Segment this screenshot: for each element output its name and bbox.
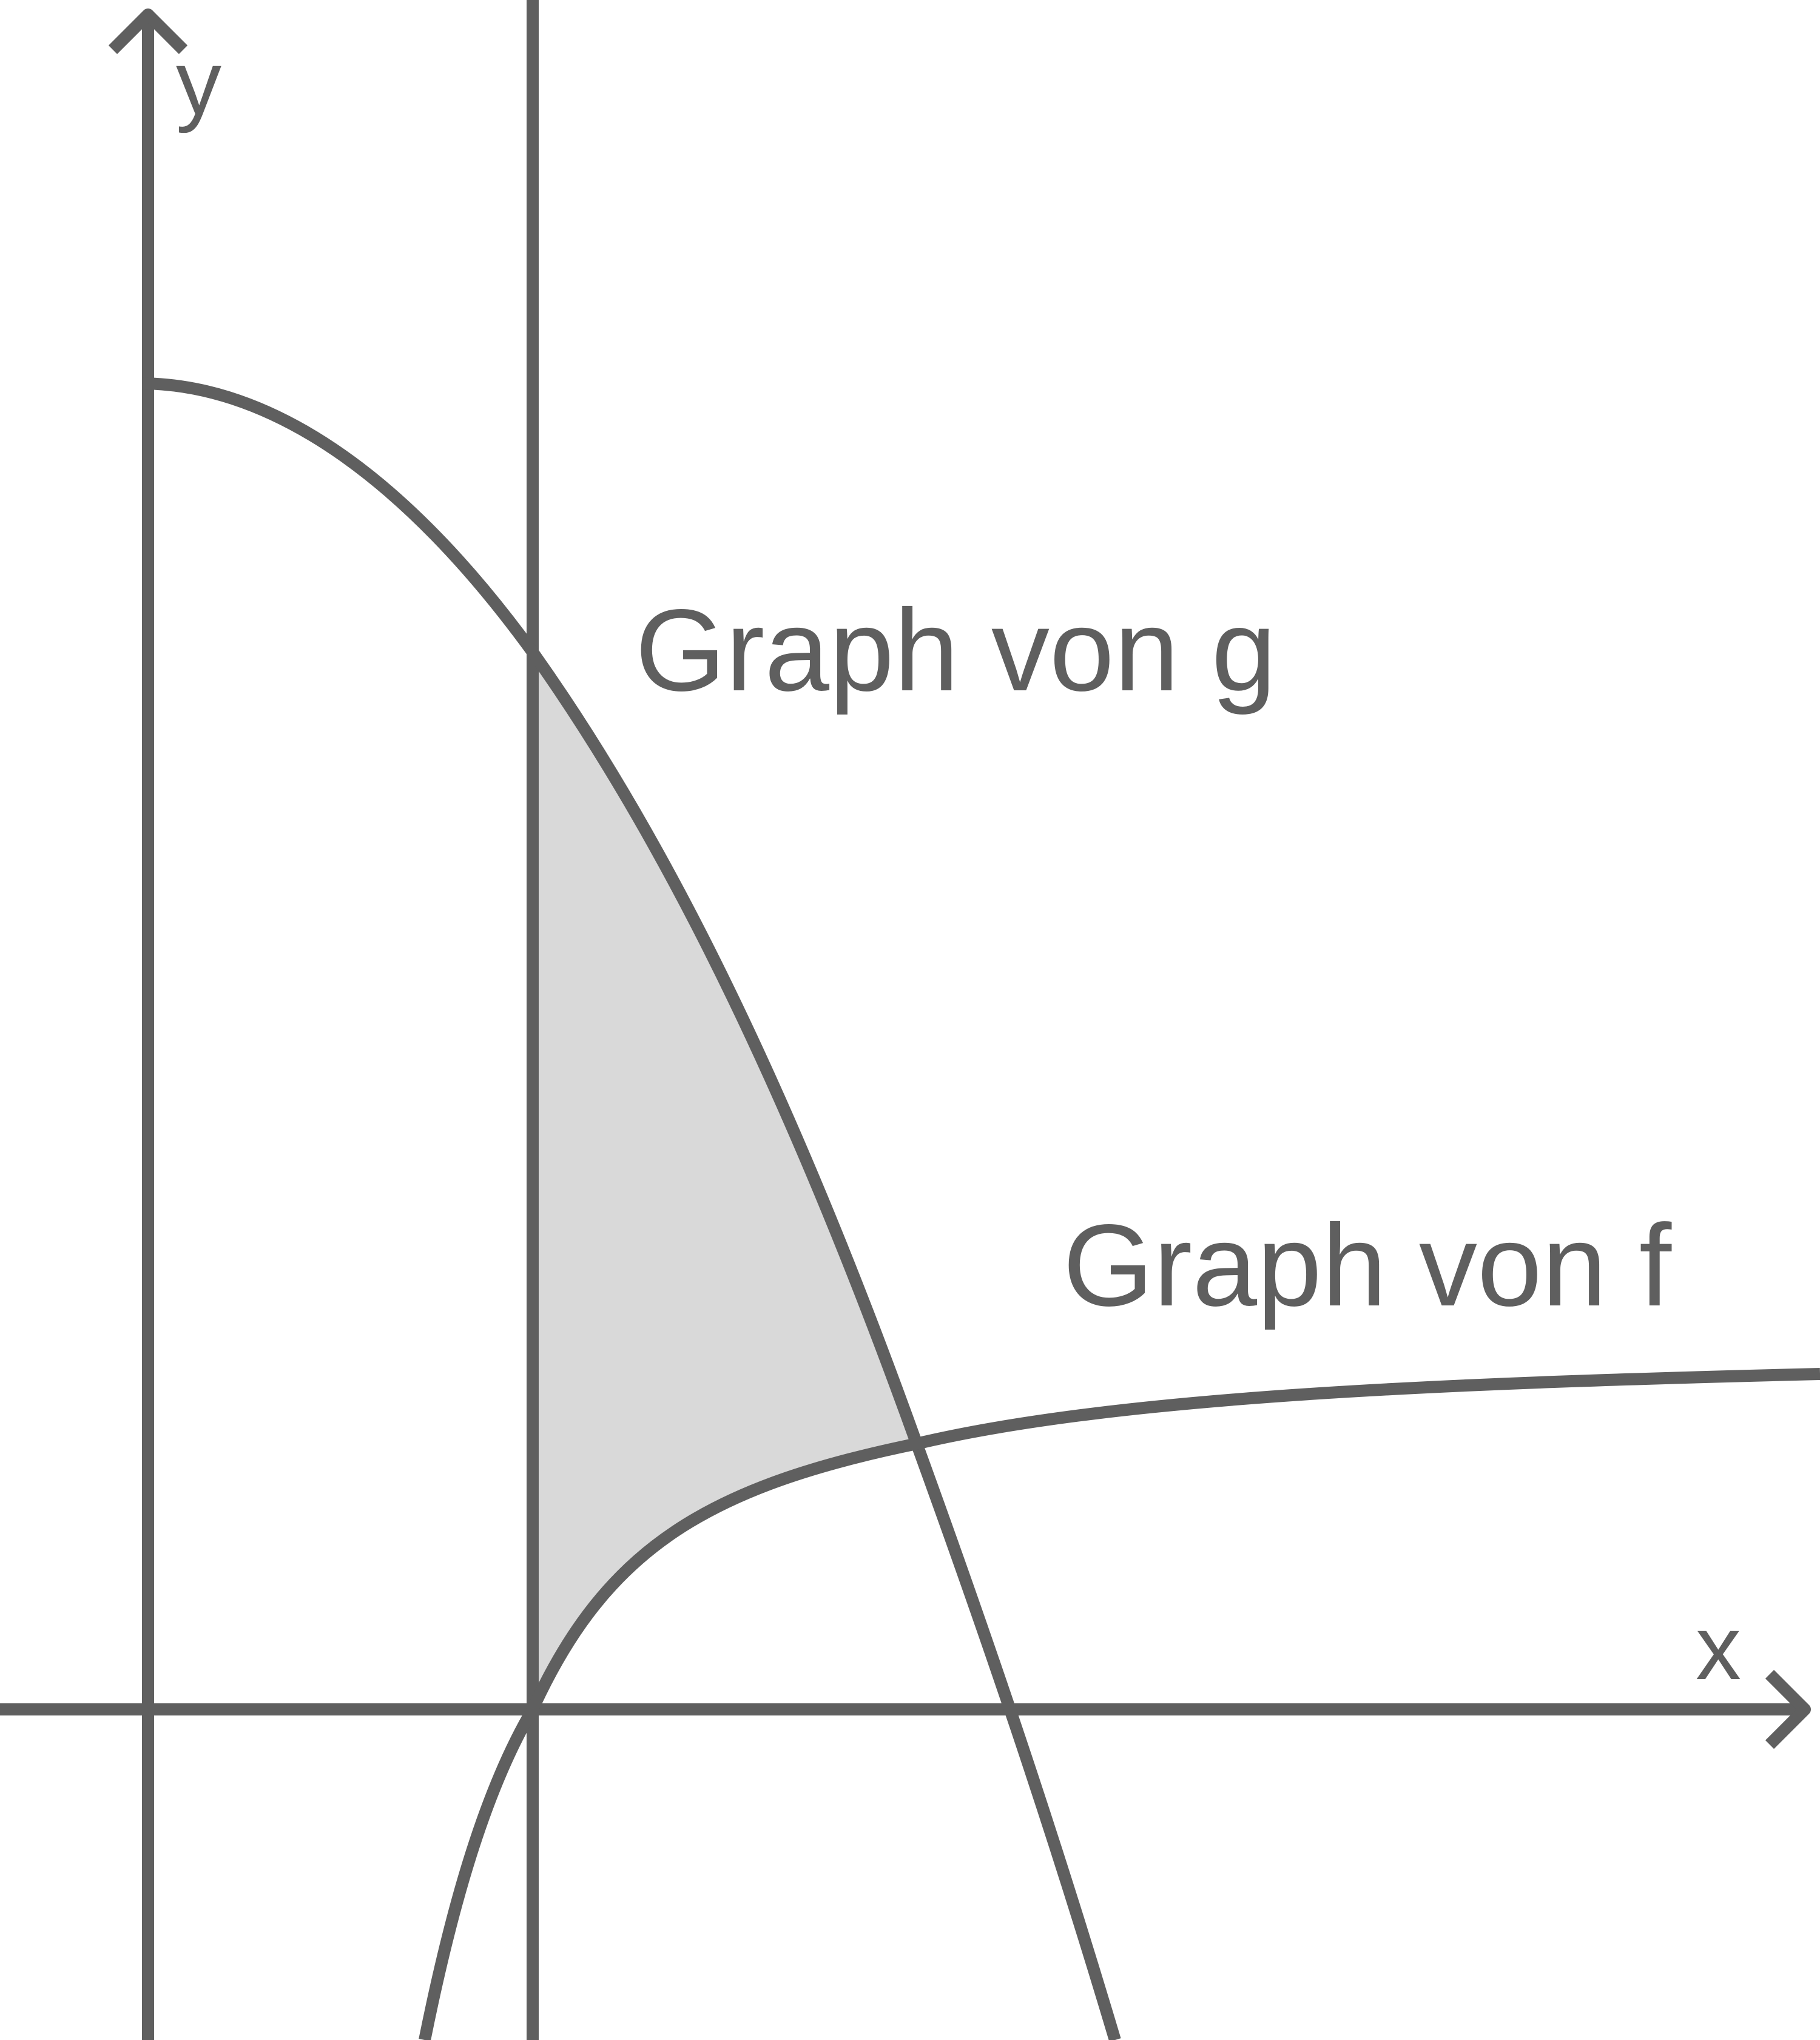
y-axis-arrowhead xyxy=(108,8,188,55)
graph-g-label: Graph von g xyxy=(635,585,1276,715)
graph-f-label: Graph von f xyxy=(1063,1200,1672,1330)
x-axis-label: x xyxy=(1696,1597,1741,1698)
graph-g-curve xyxy=(141,377,1121,2040)
y-axis-label: y xyxy=(176,32,221,133)
shaded-area xyxy=(533,652,917,1709)
graph-f-curve xyxy=(419,1368,1820,2040)
x-axis-arrowhead xyxy=(1765,1669,1811,1749)
